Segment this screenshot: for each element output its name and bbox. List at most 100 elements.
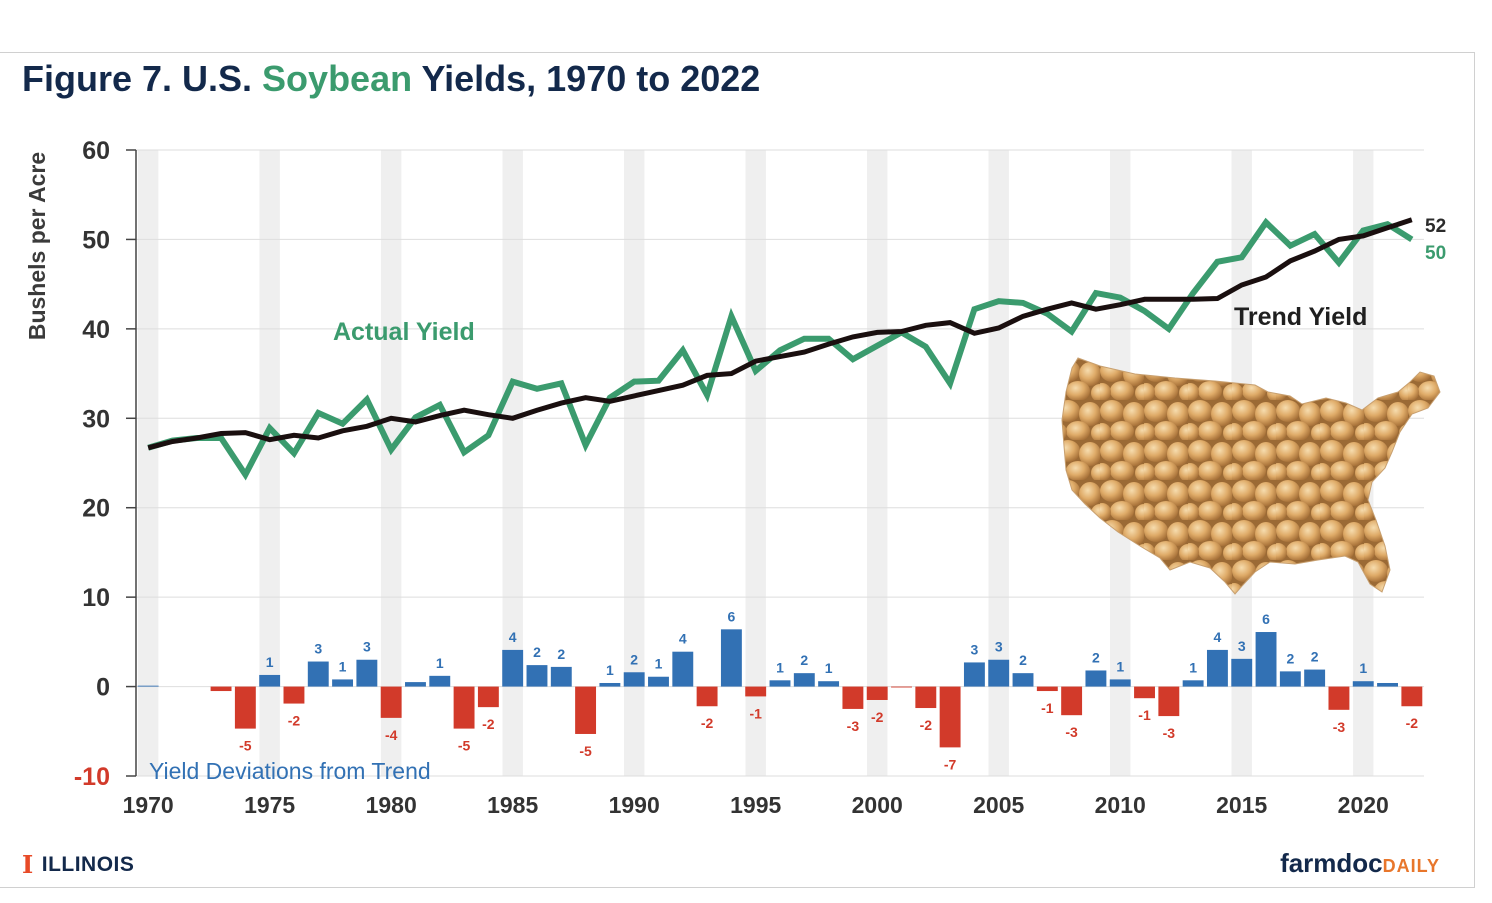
trend-yield-label: Trend Yield — [1234, 303, 1367, 331]
deviation-bar — [575, 686, 597, 734]
deviation-bar-label: -5 — [239, 738, 252, 754]
deviation-bar-label: 3 — [363, 639, 371, 655]
deviation-bar-label: 2 — [1286, 650, 1294, 666]
ytick-label: 10 — [82, 584, 110, 612]
deviation-bar — [793, 673, 815, 687]
y-axis-label: Bushels per Acre — [24, 152, 50, 340]
deviation-bar-label: -3 — [1163, 725, 1176, 741]
deviation-bar-label: 2 — [1019, 652, 1027, 668]
deviation-bar-label: 1 — [606, 662, 614, 678]
deviation-bar-label: -2 — [1406, 715, 1419, 731]
yield-lines — [147, 217, 1414, 481]
deviation-bar-label: 2 — [1092, 649, 1100, 665]
deviation-bar-label: -3 — [847, 718, 860, 734]
ytick-label: -10 — [74, 763, 110, 791]
deviation-bar-label: -2 — [871, 709, 884, 725]
deviation-bar-label: 6 — [727, 608, 735, 624]
deviation-bar — [818, 681, 840, 687]
band-1990 — [623, 150, 645, 776]
deviation-bar-label: 6 — [1262, 611, 1270, 627]
xtick-label: 1995 — [730, 792, 781, 818]
deviation-bar — [745, 686, 767, 697]
deviation-bar — [234, 686, 256, 729]
deviation-bar — [1012, 673, 1034, 687]
deviation-bar — [137, 685, 159, 687]
deviation-bar — [1377, 682, 1398, 687]
deviation-bar-label: 3 — [971, 641, 979, 657]
band-1985 — [502, 150, 523, 776]
deviation-bar — [405, 682, 426, 687]
title-highlight: Soybean — [262, 58, 413, 99]
actual-end-label: 50 — [1425, 243, 1446, 264]
deviation-bar-label: -1 — [1138, 707, 1151, 723]
deviation-bar-label: 3 — [1238, 638, 1246, 654]
axes: -10 0 10 20 30 40 50 60 1970 1975 1980 1985 1990 1995… — [74, 137, 1389, 818]
band-2005 — [988, 150, 1009, 776]
xtick-label: 2020 — [1338, 792, 1389, 818]
ytick-label: 50 — [82, 226, 110, 254]
xtick-label: 1975 — [244, 792, 295, 818]
ytick-label: 0 — [96, 674, 110, 702]
background-bands — [137, 150, 1374, 776]
deviation-bar — [477, 686, 499, 708]
deviation-bar — [1255, 632, 1277, 687]
deviation-bar — [502, 649, 524, 687]
deviation-bar — [429, 675, 451, 687]
deviation-bar — [526, 665, 548, 687]
deviation-bar-label: -7 — [944, 756, 957, 772]
deviation-bar-label: 1 — [825, 660, 833, 676]
deviation-bar — [259, 674, 281, 687]
deviation-bar-label: 1 — [1359, 660, 1367, 676]
deviation-series-label: Yield Deviations from Trend — [149, 758, 431, 784]
deviation-bar — [1401, 686, 1423, 707]
deviation-bar — [1134, 686, 1155, 699]
xtick-label: 2005 — [973, 792, 1024, 818]
deviation-bar-label: 2 — [557, 646, 565, 662]
deviation-bar — [696, 686, 718, 707]
deviation-bar-label: -2 — [920, 717, 933, 733]
ytick-label: 20 — [82, 495, 110, 523]
deviation-bar-label: 1 — [776, 659, 784, 675]
band-1975 — [259, 150, 280, 776]
xtick-label: 2010 — [1095, 792, 1146, 818]
deviation-bar-label: 1 — [436, 655, 444, 671]
deviation-bar — [866, 686, 888, 700]
trend-end-label: 52 — [1425, 216, 1446, 237]
actual-yield-label: Actual Yield — [333, 318, 475, 346]
deviation-bar — [1036, 686, 1058, 692]
actual-yield-line — [147, 217, 1414, 481]
deviation-bar — [332, 679, 354, 687]
deviation-bar — [550, 666, 572, 687]
ytick-label: 30 — [82, 405, 110, 433]
deviation-bar-label: -1 — [1041, 700, 1054, 716]
deviation-bar-label: 2 — [630, 651, 638, 667]
xtick-label: 2015 — [1216, 792, 1267, 818]
deviation-bar-label: 2 — [800, 652, 808, 668]
deviation-bar — [380, 686, 402, 718]
deviation-bar — [1109, 679, 1131, 687]
deviation-bar — [356, 659, 378, 687]
xtick-label: 1990 — [609, 792, 660, 818]
deviation-bar — [1206, 649, 1228, 687]
deviation-bar-label: 3 — [314, 641, 322, 657]
illini-block-i-icon: I — [22, 850, 34, 879]
farmdoc-daily-logo: farmdocDAILY — [1280, 848, 1440, 878]
deviation-bar — [1304, 669, 1326, 687]
deviation-bar — [1352, 681, 1374, 687]
deviation-bar — [769, 680, 791, 687]
deviation-bar — [1061, 686, 1083, 716]
deviation-bar-label: -4 — [385, 727, 398, 743]
ytick-label: 40 — [82, 316, 110, 344]
soybeans-us-map — [1061, 357, 1441, 595]
deviation-bar — [672, 651, 694, 687]
deviation-bar — [210, 686, 232, 692]
xtick-label: 1980 — [366, 792, 417, 818]
deviation-bar-label: 1 — [266, 654, 274, 670]
deviation-bar — [939, 686, 961, 748]
deviation-bar-label: 4 — [509, 629, 517, 645]
deviation-bars — [137, 629, 1423, 748]
deviation-bar — [307, 661, 329, 687]
deviation-bar-label: -3 — [1333, 719, 1346, 735]
deviation-bar-label: 2 — [1311, 649, 1319, 665]
